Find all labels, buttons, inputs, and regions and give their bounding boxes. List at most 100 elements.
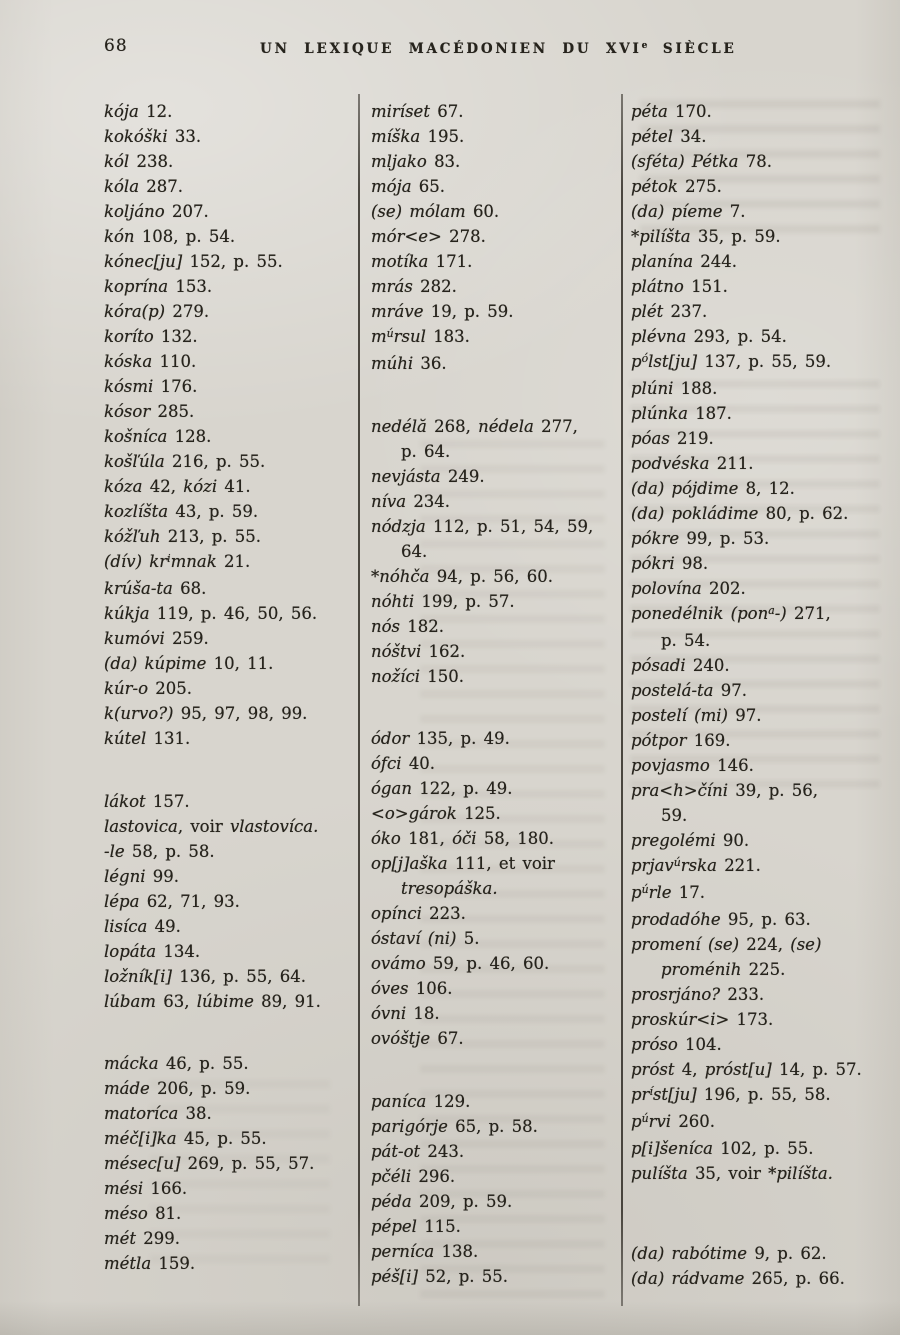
- reference-numbers: p. 64.: [401, 441, 451, 461]
- page-title-end: SIÈCLE: [648, 41, 737, 57]
- reference-numbers: 106.: [415, 979, 453, 998]
- headword-text: nóštvi: [371, 641, 429, 661]
- headword-text: plátno: [631, 277, 692, 296]
- lexicon-entry: próst 4, próst[u] 14, p. 57.: [631, 1057, 891, 1082]
- reference-numbers: 195.: [427, 127, 465, 146]
- headword-text: (da) kúpime: [104, 654, 214, 673]
- section-gap: [631, 1186, 891, 1241]
- headword-text: (da) rabótime: [631, 1244, 755, 1263]
- reference-numbers: 39, p. 56,: [735, 781, 819, 800]
- section-gap: [104, 751, 356, 789]
- reference-numbers: 80, p. 62.: [765, 504, 849, 523]
- headword-text: *pilíšta: [631, 227, 698, 246]
- headword-text: plévna: [631, 327, 694, 346]
- headword-text: kózi: [183, 477, 225, 496]
- reference-numbers: 62, 71, 93.: [146, 891, 240, 911]
- headword-text: légni: [104, 866, 153, 886]
- reference-numbers: 35, voir: [694, 1164, 769, 1183]
- lexicon-entry: ovóštje 67.: [371, 1026, 615, 1051]
- headword-text: vlastovíca.: [229, 816, 319, 836]
- headword-text: prjav: [631, 856, 674, 875]
- headword-text: tresopáška.: [401, 879, 498, 898]
- lexicon-entry: kóla 287.: [104, 174, 356, 199]
- lexicon-entry: (da) pójdime 8, 12.: [631, 476, 891, 501]
- lexicon-entry: méso 81.: [104, 1201, 356, 1226]
- headword-text: rsul: [393, 327, 434, 346]
- reference-numbers: 81.: [155, 1204, 182, 1223]
- reference-numbers: 78.: [745, 152, 773, 171]
- headword-text: postelí (mi): [631, 706, 736, 725]
- headword-text: lúbam: [104, 991, 164, 1011]
- headword-text: (se): [790, 935, 822, 954]
- lexicon-entry: nóštvi 162.: [371, 639, 615, 664]
- lexicon-entry: óves 106.: [371, 976, 615, 1001]
- lexicon-entry: púrle 17.: [631, 880, 891, 907]
- lexicon-entry: mési 166.: [104, 1176, 356, 1201]
- lexicon-entry: kóska 110.: [104, 349, 356, 374]
- headword-text: kumóvi: [104, 629, 173, 648]
- reference-numbers: 152, p. 55.: [189, 252, 283, 271]
- headword-text: rska: [680, 856, 725, 875]
- reference-numbers: 111, et voir: [454, 854, 555, 873]
- lexicon-entry: pókri 98.: [631, 551, 891, 576]
- reference-numbers: 219.: [677, 429, 714, 448]
- lexicon-entry: óvni 18.: [371, 1001, 615, 1026]
- headword-text: kóska: [104, 352, 160, 371]
- headword-text: rvi: [648, 1112, 679, 1131]
- lexicon-entry: pra<h>číni 39, p. 56, 59.: [631, 778, 891, 828]
- lexicon-entry: perníca 138.: [371, 1239, 615, 1264]
- headword-text: (da) pójdime: [631, 479, 746, 498]
- lexicon-entry: polovína 202.: [631, 576, 891, 601]
- superscript-letter: ú: [641, 883, 649, 897]
- lexicon-entry: košľúla 216, p. 55.: [104, 449, 356, 474]
- headword-text: promení (se): [631, 935, 747, 954]
- lexicon-entry: lopáta 134.: [104, 939, 356, 964]
- reference-numbers: 249.: [447, 466, 485, 486]
- lexicon-entry: proskúr<i> 173.: [631, 1007, 891, 1032]
- reference-numbers: 49.: [154, 916, 181, 936]
- reference-numbers: 94, p. 56, 60.: [436, 566, 554, 586]
- headword-text: matoríca: [104, 1104, 186, 1123]
- lexicon-entry: koríto 132.: [104, 324, 356, 349]
- reference-numbers: 169.: [693, 731, 731, 750]
- lexicon-entry: pólst[ju] 137, p. 55, 59.: [631, 349, 891, 376]
- page-number: 68: [104, 36, 128, 56]
- headword-text: plúnka: [631, 404, 696, 423]
- reference-numbers: 131.: [153, 729, 191, 748]
- headword-text: m: [371, 327, 387, 346]
- lexicon-entry: p[i]šeníca 102, p. 55.: [631, 1136, 891, 1161]
- reference-numbers: 293, p. 54.: [693, 327, 787, 346]
- reference-numbers: 166.: [150, 1179, 188, 1198]
- lexicon-entry: promení (se) 224, (se) proménih 225.: [631, 932, 891, 982]
- lexicon-entry: kóžľuh 213, p. 55.: [104, 524, 356, 549]
- headword-text: métla: [104, 1254, 159, 1273]
- reference-numbers: 221.: [724, 856, 761, 875]
- reference-numbers: 129.: [433, 1091, 471, 1111]
- lexicon-entry: nóhti 199, p. 57.: [371, 589, 615, 614]
- lexicon-entry: *pilíšta 35, p. 59.: [631, 224, 891, 249]
- headword-text: mója: [371, 177, 419, 196]
- lexicon-entry: matoríca 38.: [104, 1101, 356, 1126]
- headword-text: košľúla: [104, 452, 172, 471]
- reference-numbers: 223.: [429, 904, 466, 923]
- lexicon-entry: kozlíšta 43, p. 59.: [104, 499, 356, 524]
- page-title: UN LEXIQUE MACÉDONIEN DU XVIe SIÈCLE: [260, 41, 737, 57]
- headword-text: proménih: [661, 960, 749, 979]
- reference-numbers: 202.: [709, 579, 746, 598]
- reference-numbers: 58, 180.: [483, 829, 555, 848]
- headword-text: (dív) kr: [104, 552, 168, 571]
- reference-numbers: 207.: [171, 202, 209, 221]
- headword-text: ovámo: [371, 954, 433, 973]
- reference-numbers: 151.: [691, 277, 728, 296]
- headword-text: mrás: [371, 277, 421, 296]
- headword-text: nódzja: [371, 516, 434, 536]
- lexicon-entry: -le 58, p. 58.: [104, 839, 356, 864]
- lexicon-entry: plúni 188.: [631, 376, 891, 401]
- lexicon-entry: pétok 275.: [631, 174, 891, 199]
- reference-numbers: 188.: [680, 379, 718, 398]
- reference-numbers: 240.: [692, 656, 730, 675]
- reference-numbers: 268,: [434, 416, 479, 436]
- headword-text: ófci: [371, 754, 409, 773]
- reference-numbers: 83.: [434, 152, 461, 171]
- lexicon-entry: pát-ot 243.: [371, 1139, 615, 1164]
